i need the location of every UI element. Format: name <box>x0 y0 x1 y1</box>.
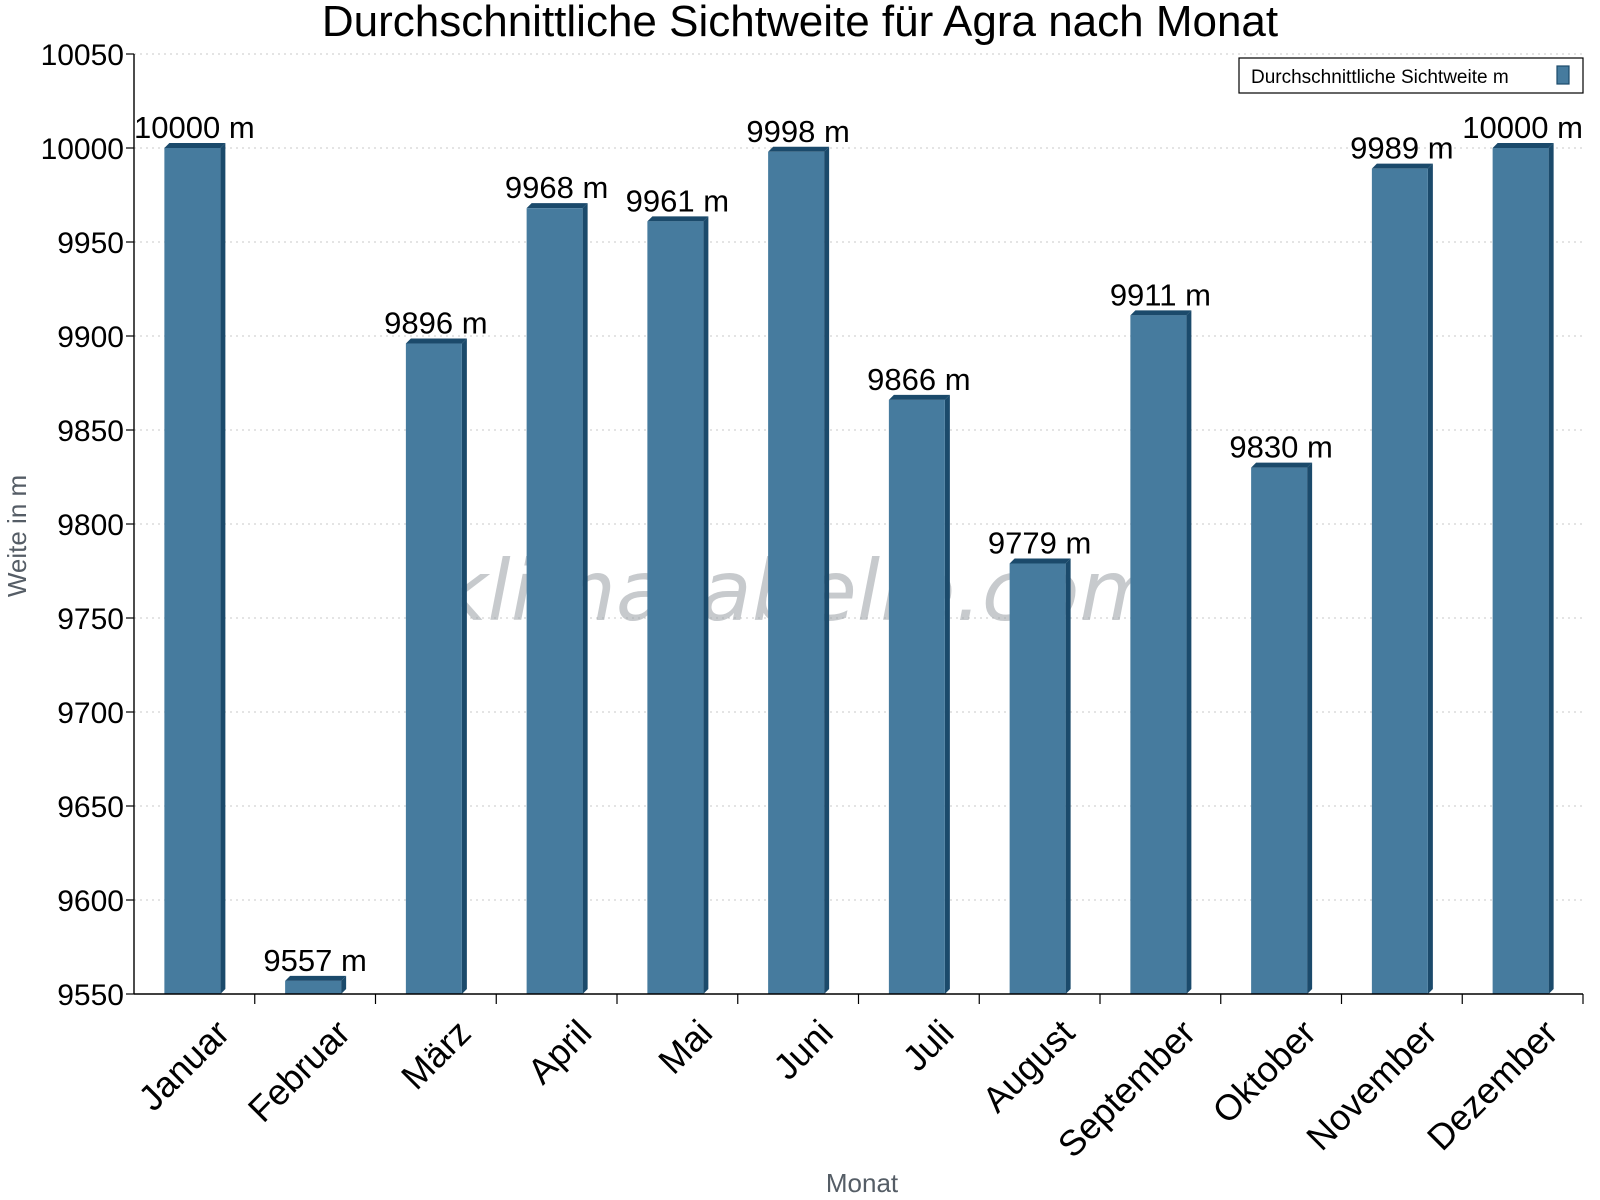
bar-side <box>220 143 226 994</box>
data-label: 9896 m <box>384 306 487 341</box>
x-tick-label: Mai <box>650 1012 720 1082</box>
bar-top <box>1371 163 1433 169</box>
x-tick-label: Dezember <box>1419 1012 1565 1158</box>
bar-top <box>285 975 347 981</box>
bar-dezember <box>1492 143 1554 994</box>
y-tick-label: 9750 <box>57 603 124 636</box>
y-tick-label: 9700 <box>57 697 124 730</box>
x-tick-label: August <box>974 1012 1082 1120</box>
x-axis-ticks: Januar Februar März April Mai Juni Juli AugustS… <box>130 994 1584 1165</box>
bar-april <box>526 203 588 994</box>
bar-front <box>1492 148 1549 994</box>
bar-side <box>1186 310 1192 994</box>
data-label: 9830 m <box>1229 430 1332 465</box>
y-tick-label: 10000 <box>41 133 124 166</box>
x-tick-label: März <box>393 1012 479 1098</box>
y-tick-label: 9950 <box>57 227 124 260</box>
data-label: 10000 m <box>134 110 255 145</box>
bar-front <box>888 399 945 994</box>
bar-side <box>703 216 709 994</box>
y-tick-label: 9850 <box>57 415 124 448</box>
bar-oktober <box>1251 462 1313 995</box>
bar-top <box>647 216 709 222</box>
x-tick-label: Juni <box>765 1012 841 1088</box>
data-label: 9989 m <box>1350 131 1453 166</box>
bar-februar <box>285 975 347 994</box>
y-tick-label: 9900 <box>57 321 124 354</box>
bar-side <box>461 338 467 994</box>
bar-side <box>824 146 830 994</box>
bar-front <box>164 148 221 994</box>
data-label: 9961 m <box>626 183 729 218</box>
bar-top <box>1009 558 1071 564</box>
data-label: 9968 m <box>505 170 608 205</box>
bar-august <box>1009 558 1071 994</box>
bar-top <box>1251 462 1313 468</box>
x-tick-label: November <box>1298 1012 1444 1158</box>
bar-top <box>768 146 830 152</box>
bar-top <box>1492 143 1554 148</box>
data-label: 9998 m <box>746 114 849 149</box>
bar-juli <box>888 394 950 994</box>
legend-box <box>1238 57 1584 94</box>
bar-front <box>768 151 825 994</box>
data-label: 9557 m <box>263 943 366 978</box>
data-label: 9911 m <box>1110 277 1211 312</box>
bar-front <box>285 980 342 994</box>
x-axis-title: Monat <box>826 1168 899 1198</box>
data-label: 9779 m <box>988 525 1091 560</box>
x-tick-label: Januar <box>130 1012 237 1119</box>
bar-front <box>1130 315 1187 994</box>
y-tick-label: 10050 <box>41 39 124 72</box>
chart-title: Durchschnittliche Sichtweite für Agra na… <box>322 0 1278 46</box>
x-tick-label: Juli <box>894 1012 961 1079</box>
x-tick-label: April <box>519 1012 599 1092</box>
bar-front <box>405 343 462 994</box>
y-tick-label: 9800 <box>57 509 124 542</box>
legend-swatch <box>1556 65 1570 85</box>
bar-side <box>1307 462 1313 995</box>
bar-side <box>1548 143 1554 994</box>
bar-top <box>405 338 467 344</box>
bar-november <box>1371 163 1433 994</box>
bar-front <box>647 221 704 994</box>
bar-märz <box>405 338 467 994</box>
bar-september <box>1130 310 1192 994</box>
bar-front <box>1009 563 1066 994</box>
bar-side <box>1065 558 1071 994</box>
bar-januar <box>164 143 226 994</box>
x-tick-label: Oktober <box>1204 1012 1324 1132</box>
bar-mai <box>647 216 709 994</box>
bar-top <box>1130 310 1192 316</box>
y-tick-label: 9650 <box>57 791 124 824</box>
y-axis-title: Weite in m <box>2 475 32 597</box>
bar-top <box>164 143 226 148</box>
bar-front <box>526 208 583 994</box>
bar-side <box>341 975 347 994</box>
data-label: 10000 m <box>1462 110 1583 145</box>
x-tick-label: Februar <box>240 1012 358 1130</box>
bars <box>164 143 1554 995</box>
bar-side <box>1427 163 1433 994</box>
y-tick-label: 9600 <box>57 885 124 918</box>
bar-front <box>1371 168 1428 994</box>
y-tick-label: 9550 <box>57 979 124 1012</box>
data-labels: 10000 m 9557 m 9896 m 9968 m 9961 m 9998 m 986… <box>134 110 1583 978</box>
bar-side <box>582 203 588 994</box>
gridlines <box>134 53 1583 901</box>
bar-top <box>888 394 950 400</box>
y-axis-ticks: 9550 9600 9650 9700 9750 9800 9850 9900 9950 1000… <box>41 39 134 1012</box>
bar-top <box>526 203 588 209</box>
legend-label: Durchschnittliche Sichtweite m <box>1251 67 1509 88</box>
bar-side <box>944 394 950 994</box>
legend: Durchschnittliche Sichtweite m <box>1238 57 1584 94</box>
bar-front <box>1251 467 1308 995</box>
data-label: 9866 m <box>867 362 970 397</box>
bar-juni <box>768 146 830 994</box>
